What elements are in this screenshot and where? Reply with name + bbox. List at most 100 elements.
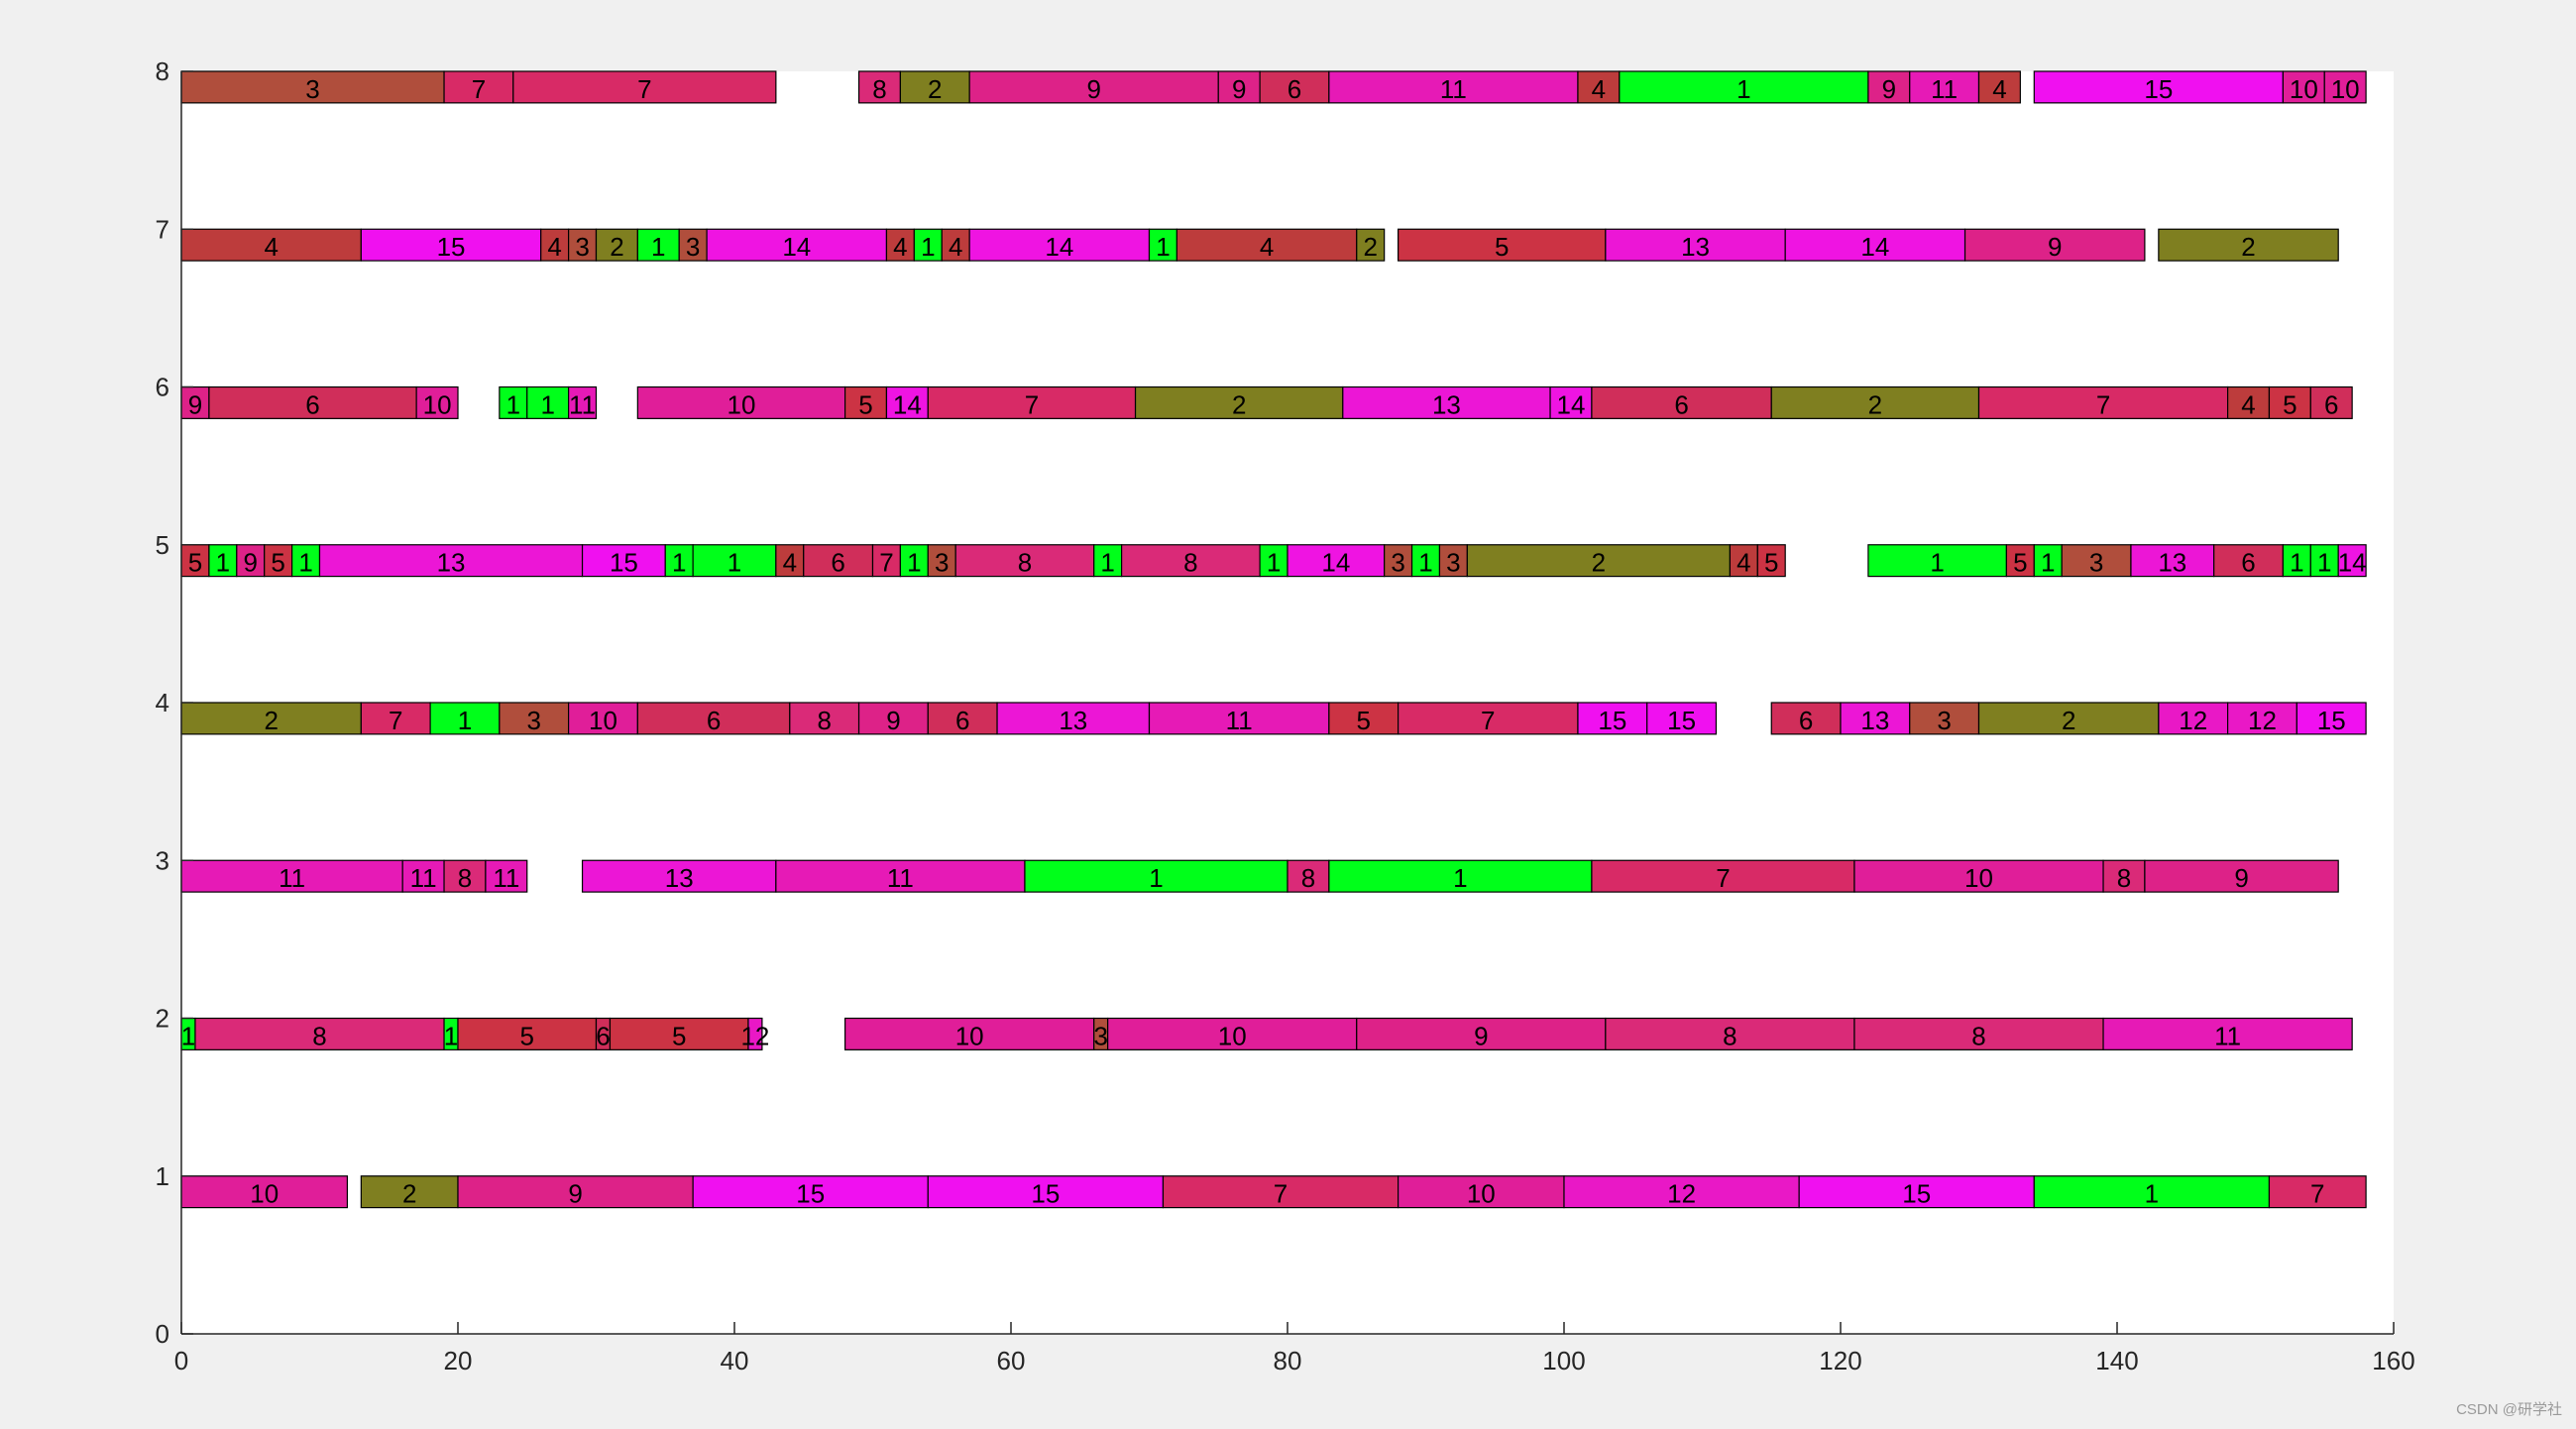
y-tick-label: 6 bbox=[156, 373, 169, 402]
gantt-bar bbox=[775, 859, 1026, 893]
gantt-bar bbox=[1977, 70, 2021, 104]
gantt-bar-label: 5 bbox=[188, 548, 202, 578]
gantt-bar-label: 8 bbox=[1301, 863, 1315, 893]
gantt-bar-label: 11 bbox=[1226, 706, 1253, 735]
gantt-bar-label: 13 bbox=[1860, 706, 1889, 735]
gantt-bar-label: 4 bbox=[547, 232, 561, 262]
gantt-bar bbox=[485, 859, 528, 893]
gantt-bar-label: 2 bbox=[1363, 232, 1377, 262]
y-tick-label: 4 bbox=[156, 688, 169, 717]
gantt-bar bbox=[2337, 544, 2367, 578]
gantt-bar bbox=[415, 385, 459, 419]
gantt-bar-label: 15 bbox=[610, 548, 638, 578]
gantt-bar-label: 11 bbox=[493, 863, 519, 893]
gantt-bar bbox=[664, 544, 694, 578]
gantt-bar bbox=[2102, 859, 2146, 893]
gantt-bar-label: 13 bbox=[1681, 232, 1710, 262]
y-tick-label: 1 bbox=[156, 1161, 169, 1191]
gantt-bar bbox=[1134, 385, 1344, 419]
gantt-bar-label: 6 bbox=[1674, 389, 1688, 419]
gantt-bar bbox=[291, 544, 321, 578]
gantt-bar bbox=[443, 859, 487, 893]
gantt-bar bbox=[1466, 544, 1731, 578]
gantt-bar bbox=[2158, 228, 2339, 262]
gantt-bar-label: 1 bbox=[1149, 863, 1163, 893]
gantt-bar-label: 7 bbox=[1025, 389, 1039, 419]
watermark: CSDN @研学社 bbox=[2456, 1401, 2562, 1418]
gantt-bar-label: 1 bbox=[458, 706, 472, 735]
gantt-bar-label: 9 bbox=[1474, 1021, 1488, 1050]
gantt-bar-label: 1 bbox=[540, 389, 554, 419]
gantt-bar-label: 14 bbox=[1557, 389, 1586, 419]
gantt-bar-label: 9 bbox=[2234, 863, 2248, 893]
gantt-bar bbox=[1356, 228, 1386, 262]
gantt-bar-label: 13 bbox=[665, 863, 694, 893]
gantt-bar-label: 10 bbox=[589, 706, 617, 735]
gantt-bar-label: 9 bbox=[1232, 74, 1246, 104]
y-tick-label: 5 bbox=[156, 530, 169, 560]
gantt-bar bbox=[360, 228, 542, 262]
gantt-bar bbox=[1840, 702, 1911, 735]
gantt-bar-label: 2 bbox=[928, 74, 942, 104]
gantt-bar-label: 12 bbox=[2248, 706, 2277, 735]
gantt-bar-label: 11 bbox=[2214, 1021, 2241, 1050]
gantt-bar-label: 14 bbox=[1321, 548, 1350, 578]
gantt-bar bbox=[499, 385, 528, 419]
gantt-bar-label: 4 bbox=[1260, 232, 1274, 262]
gantt-bar bbox=[1093, 544, 1123, 578]
gantt-bar-label: 7 bbox=[637, 74, 651, 104]
gantt-bar bbox=[567, 385, 598, 419]
gantt-bar bbox=[857, 702, 929, 735]
gantt-bar-label: 15 bbox=[2144, 74, 2173, 104]
gantt-bar-label: 13 bbox=[437, 548, 466, 578]
gantt-bar-label: 1 bbox=[921, 232, 935, 262]
gantt-bar-label: 6 bbox=[831, 548, 844, 578]
gantt-bar-label: 1 bbox=[728, 548, 741, 578]
gantt-bar bbox=[2309, 385, 2353, 419]
y-tick-label: 2 bbox=[156, 1004, 169, 1034]
gantt-bar bbox=[360, 702, 431, 735]
y-tick-label: 3 bbox=[156, 845, 169, 875]
gantt-bar bbox=[1438, 544, 1468, 578]
gantt-bar-label: 6 bbox=[2324, 389, 2338, 419]
gantt-bar bbox=[1397, 702, 1579, 735]
gantt-bar-label: 2 bbox=[264, 706, 278, 735]
gantt-bar-label: 4 bbox=[264, 232, 278, 262]
gantt-bar bbox=[1217, 70, 1261, 104]
gantt-bar bbox=[180, 70, 445, 104]
gantt-bar bbox=[1867, 70, 1911, 104]
gantt-bar bbox=[1107, 1017, 1358, 1050]
gantt-bar-label: 5 bbox=[1764, 548, 1778, 578]
gantt-bar bbox=[899, 544, 929, 578]
gantt-bar bbox=[996, 702, 1151, 735]
gantt-bar-label: 13 bbox=[2158, 548, 2186, 578]
gantt-bar-label: 2 bbox=[610, 232, 623, 262]
gantt-bar-label: 1 bbox=[1930, 548, 1944, 578]
gantt-bar-label: 4 bbox=[1736, 548, 1750, 578]
x-tick-label: 160 bbox=[2372, 1346, 2414, 1375]
gantt-bar-label: 11 bbox=[1931, 74, 1958, 104]
gantt-bar bbox=[692, 1175, 929, 1209]
gantt-bar-label: 8 bbox=[817, 706, 831, 735]
gantt-bar bbox=[1798, 1175, 2035, 1209]
gantt-bar bbox=[499, 702, 570, 735]
gantt-bar bbox=[871, 544, 901, 578]
gantt-bar-label: 4 bbox=[893, 232, 907, 262]
gantt-bar bbox=[1259, 544, 1288, 578]
gantt-bar-label: 8 bbox=[1018, 548, 1032, 578]
gantt-bar-label: 9 bbox=[244, 548, 258, 578]
gantt-bar bbox=[595, 228, 638, 262]
gantt-bar-label: 1 bbox=[907, 548, 921, 578]
gantt-bar bbox=[2033, 70, 2285, 104]
gantt-bar bbox=[1287, 544, 1386, 578]
gantt-bar bbox=[927, 1175, 1165, 1209]
gantt-bar-label: 10 bbox=[2331, 74, 2360, 104]
gantt-bar-label: 7 bbox=[1274, 1179, 1288, 1209]
gantt-bar-label: 13 bbox=[1059, 706, 1087, 735]
gantt-bar-label: 11 bbox=[1440, 74, 1467, 104]
gantt-bar-label: 4 bbox=[1592, 74, 1606, 104]
gantt-bar-label: 15 bbox=[1031, 1179, 1060, 1209]
gantt-bar-label: 1 bbox=[1736, 74, 1750, 104]
